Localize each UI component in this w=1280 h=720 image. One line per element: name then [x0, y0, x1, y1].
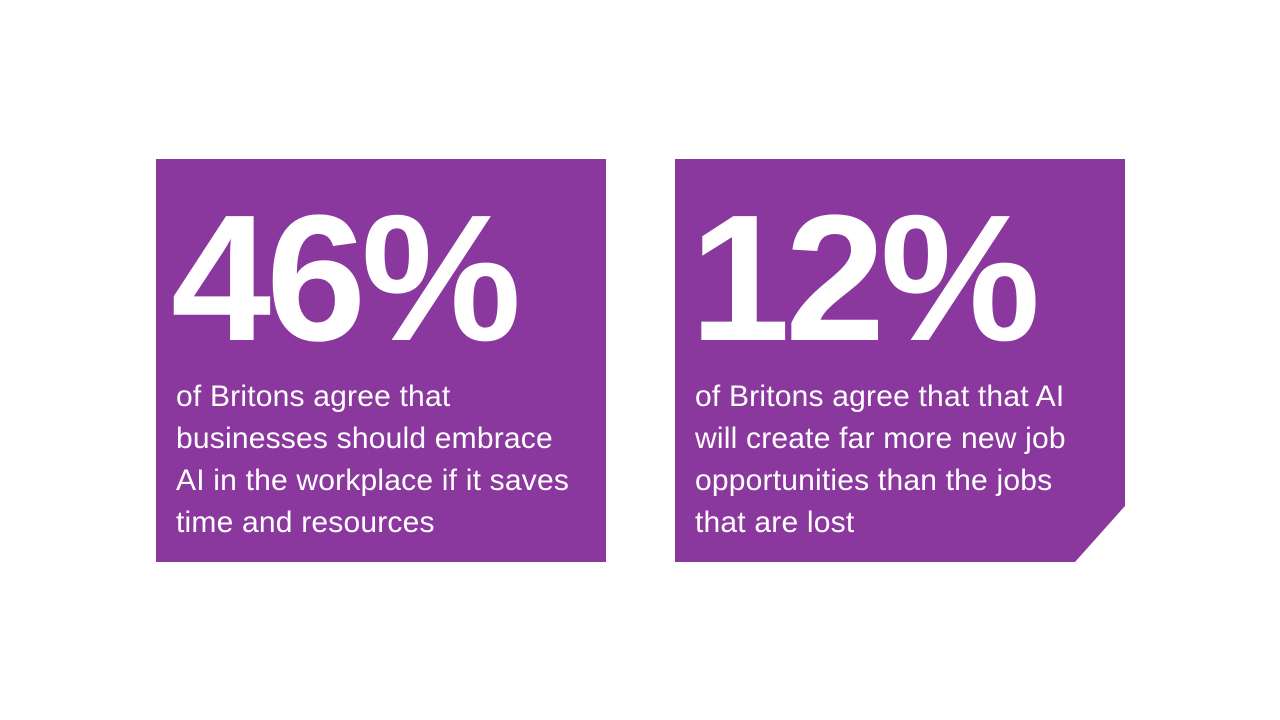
stat-description-right: of Britons agree that that AI will creat…	[695, 380, 1066, 539]
stat-card-right: 12% of Britons agree that that AI will c…	[675, 159, 1125, 562]
stat-description-left: of Britons agree that businesses should …	[176, 380, 570, 539]
stat-value-left: 46%	[171, 178, 521, 379]
stat-card-left: 46% of Britons agree that businesses sho…	[156, 159, 606, 562]
stat-value-right: 12%	[690, 178, 1036, 379]
